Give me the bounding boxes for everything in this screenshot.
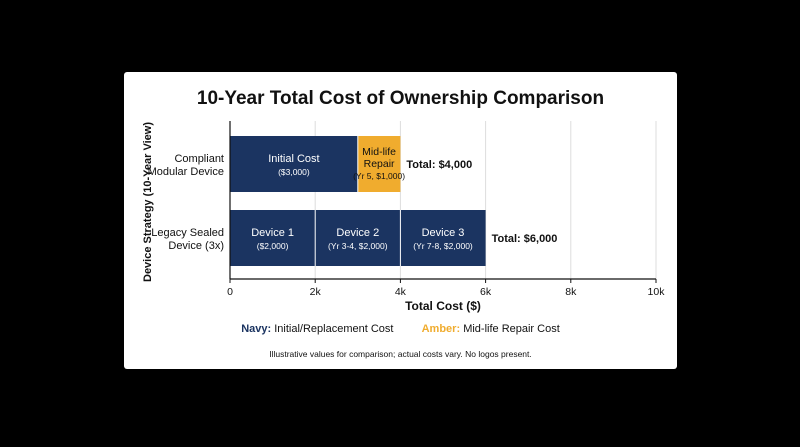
- x-tick-label: 2k: [310, 286, 322, 298]
- bar-segment-sublabel: ($3,000): [278, 167, 310, 177]
- x-tick-label: 10k: [648, 286, 666, 298]
- bar-segment: [230, 136, 358, 192]
- chart-title: 10-Year Total Cost of Ownership Comparis…: [196, 88, 605, 109]
- chart-footnote: Illustrative values for comparison; actu…: [269, 349, 532, 359]
- y-axis-label: Device Strategy (10-Year View): [142, 122, 154, 282]
- x-tick-label: 8k: [565, 286, 577, 298]
- legend-key-navy: Navy:: [241, 323, 272, 335]
- x-tick-label: 0: [227, 286, 233, 298]
- bar-segment-sublabel: (Yr 3-4, $2,000): [328, 241, 388, 251]
- legend-key-amber: Amber:: [421, 323, 461, 335]
- bar-segment-label: Device 1: [251, 227, 294, 239]
- category-label: Device (3x): [168, 240, 224, 252]
- bar-total-label: Total: $6,000: [492, 233, 558, 245]
- chart-card: 10-Year Total Cost of Ownership Comparis…: [124, 72, 677, 369]
- legend-text-navy: Initial/Replacement Cost: [274, 323, 394, 335]
- x-axis-label: Total Cost ($): [405, 299, 481, 313]
- category-label: Compliant: [174, 153, 224, 165]
- bar-segment-label: Device 3: [422, 227, 465, 239]
- bar-segment-label: Repair: [364, 158, 395, 170]
- x-tick-label: 6k: [480, 286, 492, 298]
- bar-segment: [315, 210, 401, 266]
- bar-total-label: Total: $4,000: [406, 159, 472, 171]
- bar-segment-label: Mid-life: [362, 146, 396, 158]
- bar-segment-sublabel: (Yr 5, $1,000): [353, 171, 405, 181]
- bar-segment-sublabel: ($2,000): [257, 241, 289, 251]
- category-label: Legacy Sealed: [151, 227, 224, 239]
- bar-segment-sublabel: (Yr 7-8, $2,000): [413, 241, 473, 251]
- bar-segment-label: Device 2: [336, 227, 379, 239]
- legend-text-amber: Mid-life Repair Cost: [463, 323, 560, 335]
- x-tick-label: 4k: [395, 286, 407, 298]
- bar-segment: [400, 210, 486, 266]
- bar-segment-label: Initial Cost: [268, 153, 319, 165]
- bar-segment: [357, 136, 401, 192]
- category-label: Modular Device: [148, 166, 224, 178]
- bar-segment: [230, 210, 316, 266]
- chart-legend: Navy: Initial/Replacement Cost Amber: Mi…: [124, 323, 677, 335]
